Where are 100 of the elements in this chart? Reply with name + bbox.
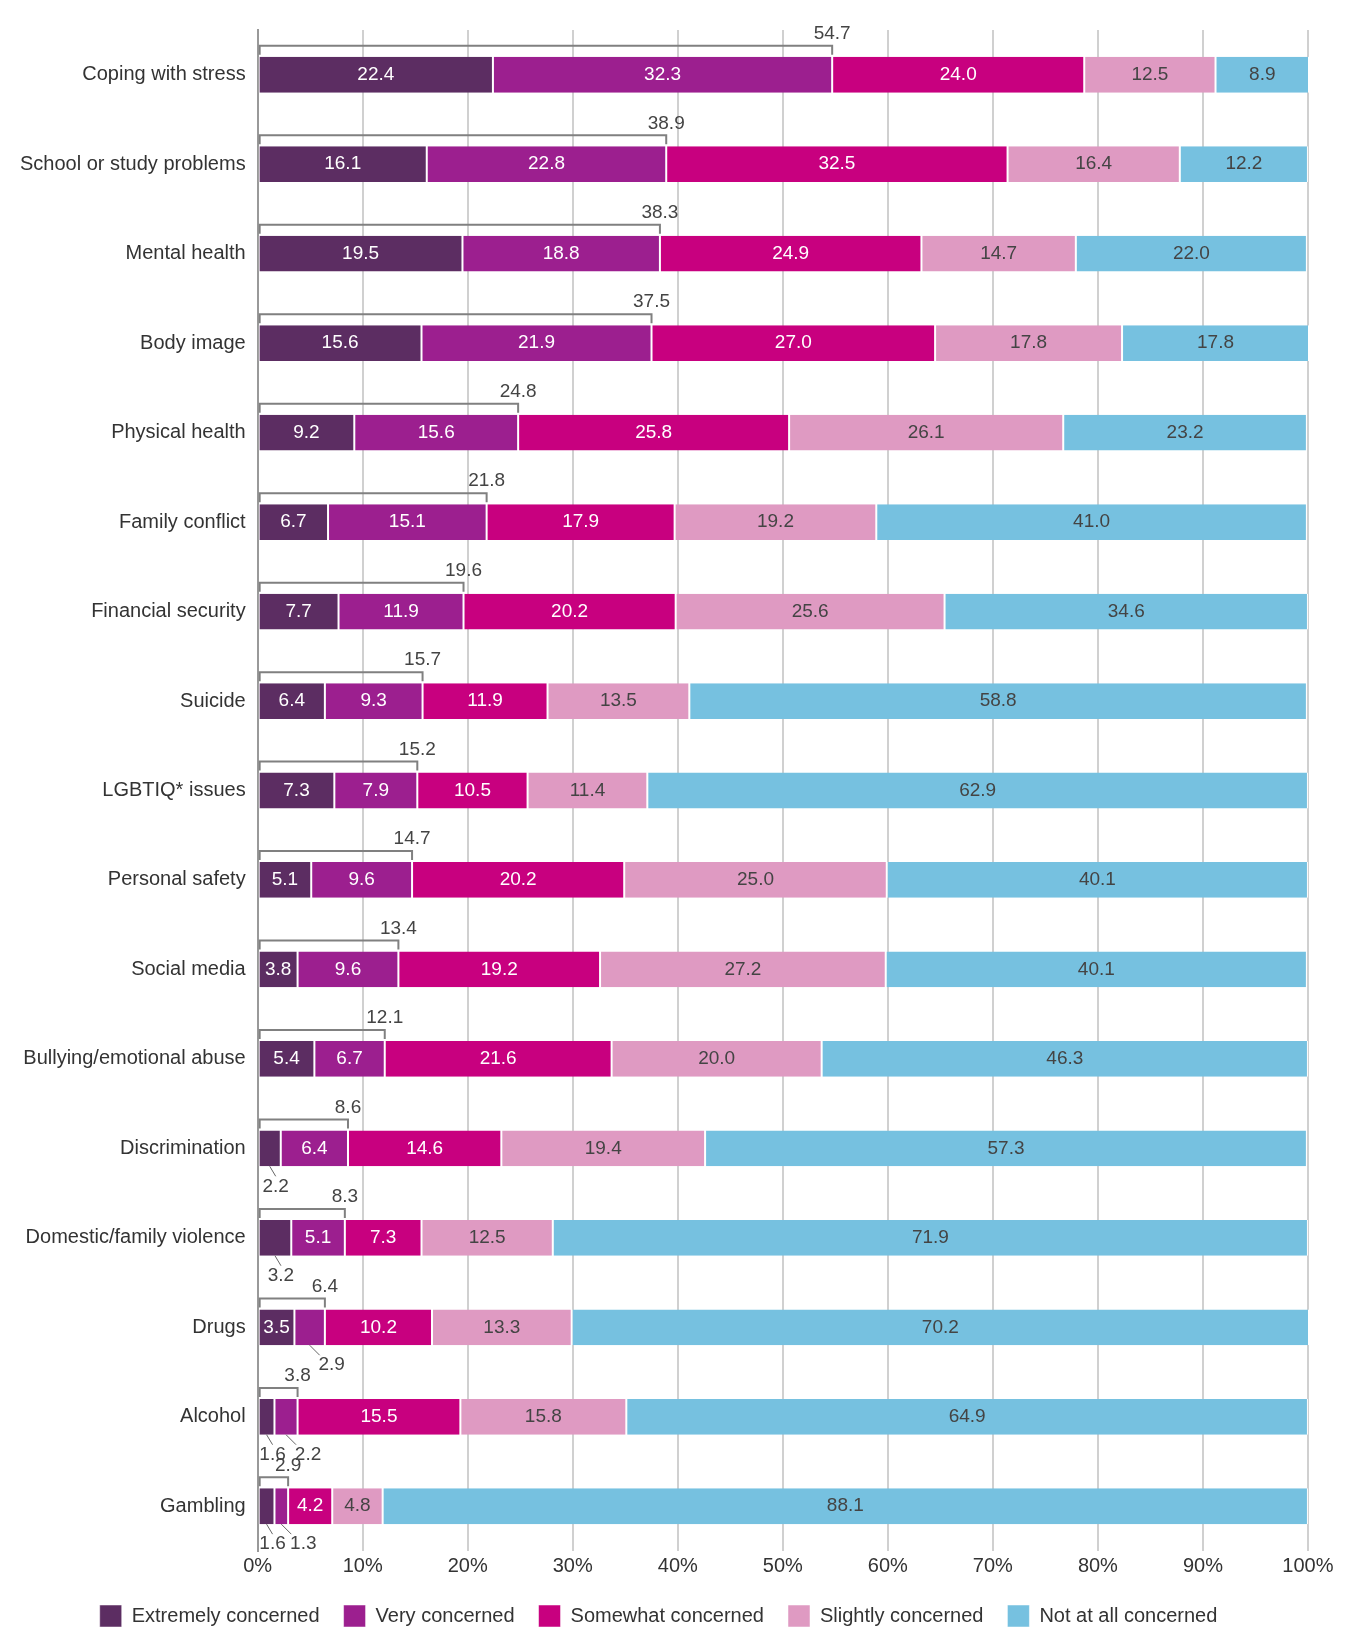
annotation: 15.2 [398,737,436,759]
data-label: 18.8 [542,241,580,263]
data-label: 15.5 [360,1405,398,1427]
data-label: 16.1 [324,152,362,174]
data-label: 17.9 [562,510,600,532]
x-tick-label: 90% [1182,1553,1224,1576]
data-label: 15.8 [524,1405,562,1427]
data-label: 3.5 [263,1315,290,1337]
x-tick-label: 40% [657,1553,699,1576]
data-label: 6.4 [301,1136,329,1158]
data-label: 9.6 [334,957,362,979]
x-tick-label: 80% [1077,1553,1119,1576]
data-label: 3.2 [267,1263,295,1285]
data-label: 11.9 [467,689,503,711]
legend-label: Slightly concerned [819,1603,984,1626]
data-label: 2.9 [318,1353,345,1375]
data-label: 7.3 [369,1226,397,1248]
data-label: 20.2 [551,599,589,621]
data-label: 70.2 [921,1315,959,1337]
data-label: 21.9 [518,331,556,353]
data-label: 1.6 [259,1532,286,1554]
data-label: 21.6 [479,1047,517,1069]
data-label: 7.3 [283,778,310,800]
y-tick-label: Family conflict [118,509,247,532]
data-label: 25.8 [635,420,673,442]
y-tick-label: Drugs [192,1314,246,1337]
data-label: 20.2 [499,868,537,890]
data-label: 22.4 [357,62,395,84]
legend-label: Extremely concerned [131,1603,320,1626]
data-label: 11.4 [569,778,606,800]
data-label: 25.6 [791,599,829,621]
data-label: 41.0 [1073,510,1111,532]
y-tick-label: Physical health [111,420,246,443]
data-label: 71.9 [911,1226,949,1248]
annotation: 15.7 [404,648,442,670]
data-label: 6.7 [280,510,307,532]
data-label: 40.1 [1078,868,1116,890]
data-label: 13.5 [599,689,637,711]
annotation: 24.8 [499,379,537,401]
data-label: 26.1 [907,420,945,442]
annotation: 8.3 [331,1185,359,1207]
legend-label: Very concerned [375,1603,515,1626]
x-tick-label: 20% [447,1553,488,1576]
x-tick-label: 30% [552,1553,593,1576]
y-tick-label: LGBTIQ* issues [102,778,246,801]
data-label: 24.0 [939,62,977,84]
data-label: 22.8 [528,152,565,174]
annotation: 38.9 [647,111,685,133]
y-tick-label: Coping with stress [82,62,246,85]
data-label: 6.7 [336,1047,363,1069]
data-label: 27.0 [774,331,812,353]
data-label: 6.4 [278,689,306,711]
y-tick-label: Gambling [160,1493,246,1516]
data-label: 7.9 [362,778,390,800]
data-label: 16.4 [1075,152,1113,174]
annotation: 38.3 [641,201,679,223]
data-label: 12.2 [1225,152,1263,174]
data-label: 14.7 [980,241,1018,263]
y-tick-label: Mental health [125,241,246,264]
x-tick-label: 70% [972,1553,1014,1576]
y-tick-label: Personal safety [107,867,246,890]
data-label: 64.9 [948,1405,986,1427]
data-label: 7.7 [285,599,312,621]
x-tick-label: 0% [243,1553,273,1576]
data-label: 19.4 [584,1136,623,1158]
data-label: 15.6 [417,420,455,442]
annotation: 19.6 [445,558,483,580]
data-label: 15.6 [321,331,359,353]
data-label: 4.8 [344,1494,371,1516]
data-label: 9.2 [293,420,320,442]
data-label: 14.6 [406,1136,444,1158]
annotation: 8.6 [334,1095,362,1117]
data-label: 13.3 [483,1315,521,1337]
data-label: 8.9 [1249,62,1276,84]
annotation: 13.4 [379,916,418,938]
annotation: 54.7 [813,22,851,44]
data-label: 62.9 [959,778,997,800]
y-tick-label: School or study problems [19,151,246,174]
data-label: 19.2 [756,510,794,532]
x-tick-label: 100% [1282,1553,1334,1576]
data-label: 25.0 [737,868,774,890]
data-label: 32.3 [644,62,682,84]
legend-label: Not at all concerned [1039,1603,1218,1626]
y-tick-label: Financial security [91,599,246,622]
data-label: 20.0 [698,1047,736,1069]
data-label: 11.9 [383,599,419,621]
y-tick-label: Body image [140,330,246,353]
annotation: 37.5 [633,290,671,312]
data-label: 9.6 [348,868,375,890]
y-tick-label: Social media [131,956,247,979]
data-label: 5.1 [271,868,299,890]
data-label: 58.8 [979,689,1017,711]
data-label: 19.2 [480,957,518,979]
y-tick-label: Suicide [180,688,246,711]
data-label: 3.8 [264,957,292,979]
data-label: 10.5 [453,778,491,800]
data-label: 40.1 [1077,957,1115,979]
data-label: 24.9 [772,241,810,263]
annotation: 21.8 [468,469,506,491]
data-label: 57.3 [987,1136,1025,1158]
